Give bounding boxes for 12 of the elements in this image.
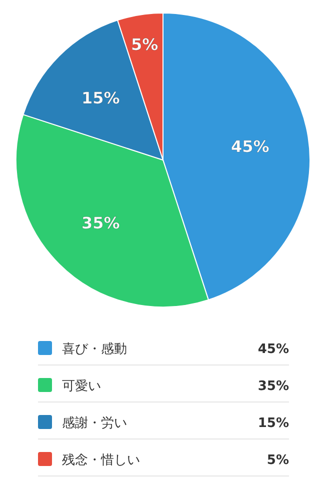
data-label: 35%: [81, 213, 120, 232]
data-label: 45%: [230, 137, 270, 156]
legend-label: 喜び・感動: [62, 342, 127, 357]
text: 35%: [258, 379, 289, 394]
legend-label: 可愛い: [62, 379, 101, 394]
legend-label: 感謝・労い: [62, 416, 127, 431]
text: 5%: [266, 453, 289, 468]
legend-label: 残念・惜しい: [62, 453, 140, 468]
text: 45%: [258, 342, 289, 357]
data-label: 5%: [131, 34, 158, 54]
data-label: 15%: [81, 88, 120, 108]
text: 15%: [258, 416, 289, 431]
